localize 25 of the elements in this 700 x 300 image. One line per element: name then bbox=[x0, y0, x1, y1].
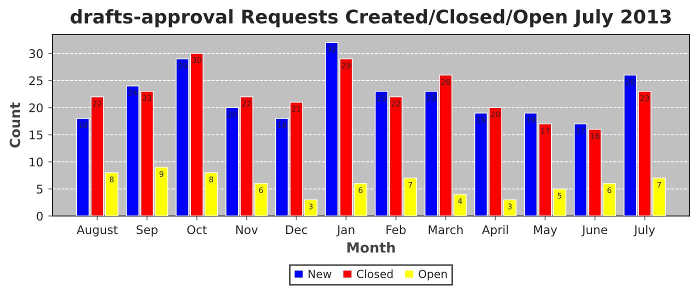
x-tick-label: April bbox=[482, 225, 508, 236]
y-tick-label: 10 bbox=[30, 158, 43, 166]
y-tick-label: 25 bbox=[29, 76, 42, 86]
x-tick-label: May bbox=[534, 225, 558, 236]
x-tick-label: July bbox=[633, 225, 655, 236]
x-tick-label: March bbox=[428, 225, 463, 234]
legend-label: Open bbox=[418, 270, 447, 280]
y-axis-title: Count bbox=[10, 102, 20, 148]
y-tick-label: 5 bbox=[36, 184, 42, 194]
x-axis-title: Month bbox=[347, 242, 395, 253]
x-tick-label: Oct bbox=[187, 225, 207, 234]
y-tick-label: 30 bbox=[29, 49, 43, 58]
chart-title: drafts-approval Requests Created/Closed/Open July 2013 bbox=[70, 9, 671, 28]
y-tick-label: 15 bbox=[30, 130, 42, 140]
x-tick-label: Jan bbox=[336, 225, 354, 236]
legend-label: New bbox=[308, 270, 332, 278]
x-tick-label: Feb bbox=[386, 225, 406, 234]
x-tick-label: Dec bbox=[286, 225, 308, 234]
x-tick-label: Sep bbox=[136, 225, 158, 236]
x-tick-label: August bbox=[76, 225, 118, 236]
y-tick-label: 0 bbox=[36, 212, 43, 221]
legend-label: Closed bbox=[356, 270, 393, 278]
x-tick-label: June bbox=[581, 225, 608, 236]
x-tick-label: Nov bbox=[236, 225, 258, 234]
y-tick-label: 20 bbox=[29, 103, 43, 112]
